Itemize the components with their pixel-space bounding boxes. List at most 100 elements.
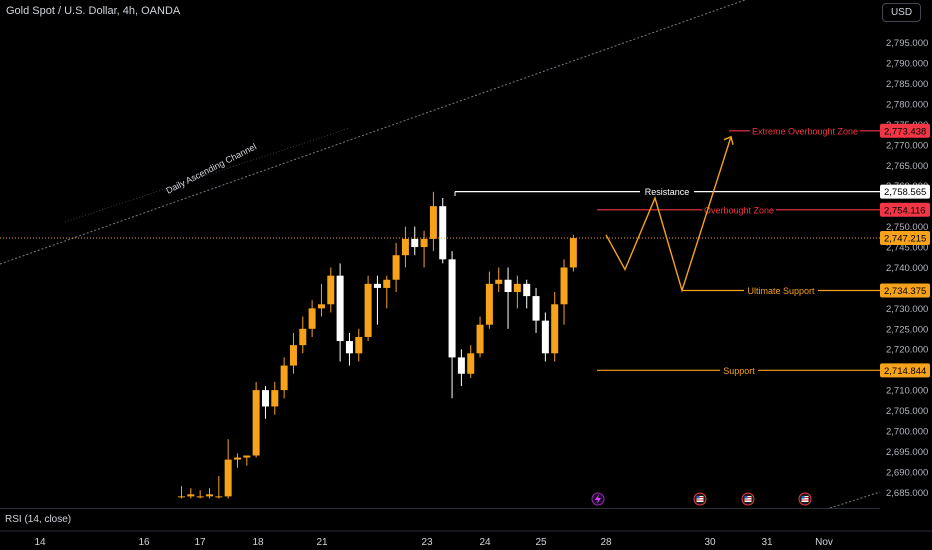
flag-stripe (744, 499, 752, 501)
candle-body (327, 275, 335, 305)
price-tick-label: 2,790.000 (886, 59, 928, 70)
price-tick-label: 2,780.000 (886, 99, 928, 110)
candle (457, 349, 465, 387)
flag-stripe (696, 497, 704, 498)
candle-body (345, 341, 353, 354)
candle-body (187, 494, 195, 497)
candle-body (457, 357, 465, 374)
candle-body (205, 494, 213, 497)
candle (187, 488, 195, 499)
candle (252, 381, 260, 458)
ultimate-support-price-tag-bg (880, 283, 930, 298)
price-tick-label: 2,770.000 (886, 140, 928, 151)
candle-body (243, 455, 251, 458)
candle-body (308, 308, 316, 329)
time-tick-label: 17 (194, 537, 206, 548)
candle-body (429, 206, 437, 239)
candle-body (569, 238, 577, 268)
price-tick-label: 2,700.000 (886, 426, 928, 437)
current-price-tag-bg (880, 230, 930, 245)
resistance-price-tag-bg (880, 184, 930, 199)
channel-lower-line (829, 491, 881, 509)
time-tick-label: 21 (316, 537, 328, 548)
time-tick-label: 23 (421, 537, 433, 548)
candle (178, 486, 185, 499)
us-flag-event-icon (798, 492, 812, 506)
ultimate-support-label: Ultimate Support (747, 286, 815, 296)
time-tick-label: 30 (704, 537, 716, 548)
flag-canton (744, 496, 748, 499)
candle-body (485, 283, 493, 325)
price-axis[interactable]: 2,685.000 2,690.000 2,695.000 2,700.000 2,70… (880, 38, 930, 499)
candle (383, 275, 391, 309)
projection-arrowhead (723, 135, 734, 145)
candle (569, 234, 577, 272)
time-tick-label: 24 (479, 537, 491, 548)
candle (336, 263, 344, 362)
candle-body (476, 324, 484, 354)
candle (495, 267, 503, 293)
channel-midline (64, 127, 351, 223)
time-tick-label: 14 (34, 537, 46, 548)
candle (261, 386, 269, 419)
overbought-price-tag: 2,754.116 (884, 205, 926, 216)
price-tick-label: 2,710.000 (886, 386, 928, 397)
price-tick-label: 2,740.000 (886, 263, 928, 274)
price-tick-label: 2,720.000 (886, 345, 928, 356)
candle (560, 259, 568, 325)
flag-stripe (801, 497, 809, 498)
candle (289, 332, 297, 374)
extreme-overbought-label: Extreme Overbought Zone (752, 126, 858, 136)
candle (485, 271, 493, 329)
candle-body (215, 496, 223, 498)
events[interactable] (591, 492, 812, 506)
candle-body (560, 267, 568, 305)
flag-stripe (744, 497, 752, 498)
candle (373, 275, 381, 325)
time-tick-label: 18 (252, 537, 264, 548)
candle-body (178, 496, 185, 498)
candle-body (373, 283, 381, 288)
candle-body (336, 275, 344, 342)
overbought-label: Overbought Zone (704, 205, 774, 215)
candle-body (289, 345, 297, 366)
price-tick-label: 2,795.000 (886, 38, 928, 49)
candle-body (317, 304, 325, 309)
current-price-tag: 2,747.215 (884, 233, 926, 244)
candle-body (261, 390, 269, 407)
candle-body (224, 459, 232, 497)
lightning-event-icon (591, 492, 605, 506)
time-tick-label: 16 (138, 537, 150, 548)
candle-body (448, 259, 456, 358)
flag-field (801, 496, 809, 502)
candle-body (392, 255, 400, 280)
flag-stripe (696, 499, 704, 501)
time-axis[interactable]: 14 16 17 18 21 23 24 25 28 30 31 Nov (0, 530, 932, 548)
candle (411, 226, 419, 256)
candle-body (541, 320, 549, 354)
price-tick-label: 2,705.000 (886, 406, 928, 417)
currency-button[interactable]: USD (882, 3, 921, 22)
flag-canton (801, 496, 805, 499)
candle (271, 381, 279, 415)
resistance-price-tag: 2,758.565 (884, 187, 926, 198)
lightning-glyph (595, 494, 601, 504)
time-tick-label: Nov (815, 537, 833, 548)
candle-body (551, 304, 559, 354)
pane-divider[interactable] (0, 508, 880, 509)
time-tick-label: 31 (761, 537, 773, 548)
candle-body (513, 283, 521, 293)
candle (233, 453, 241, 468)
candle (429, 191, 437, 252)
candle (364, 275, 372, 342)
candle-body (495, 279, 503, 284)
candle (317, 283, 325, 317)
us-flag-event-icon (693, 492, 707, 506)
candle (345, 332, 353, 366)
candle-body (271, 390, 279, 407)
extreme-overbought-price-tag: 2,773.438 (884, 126, 926, 137)
candle (392, 242, 400, 293)
flag-field (696, 496, 704, 502)
candle-body (411, 238, 419, 248)
